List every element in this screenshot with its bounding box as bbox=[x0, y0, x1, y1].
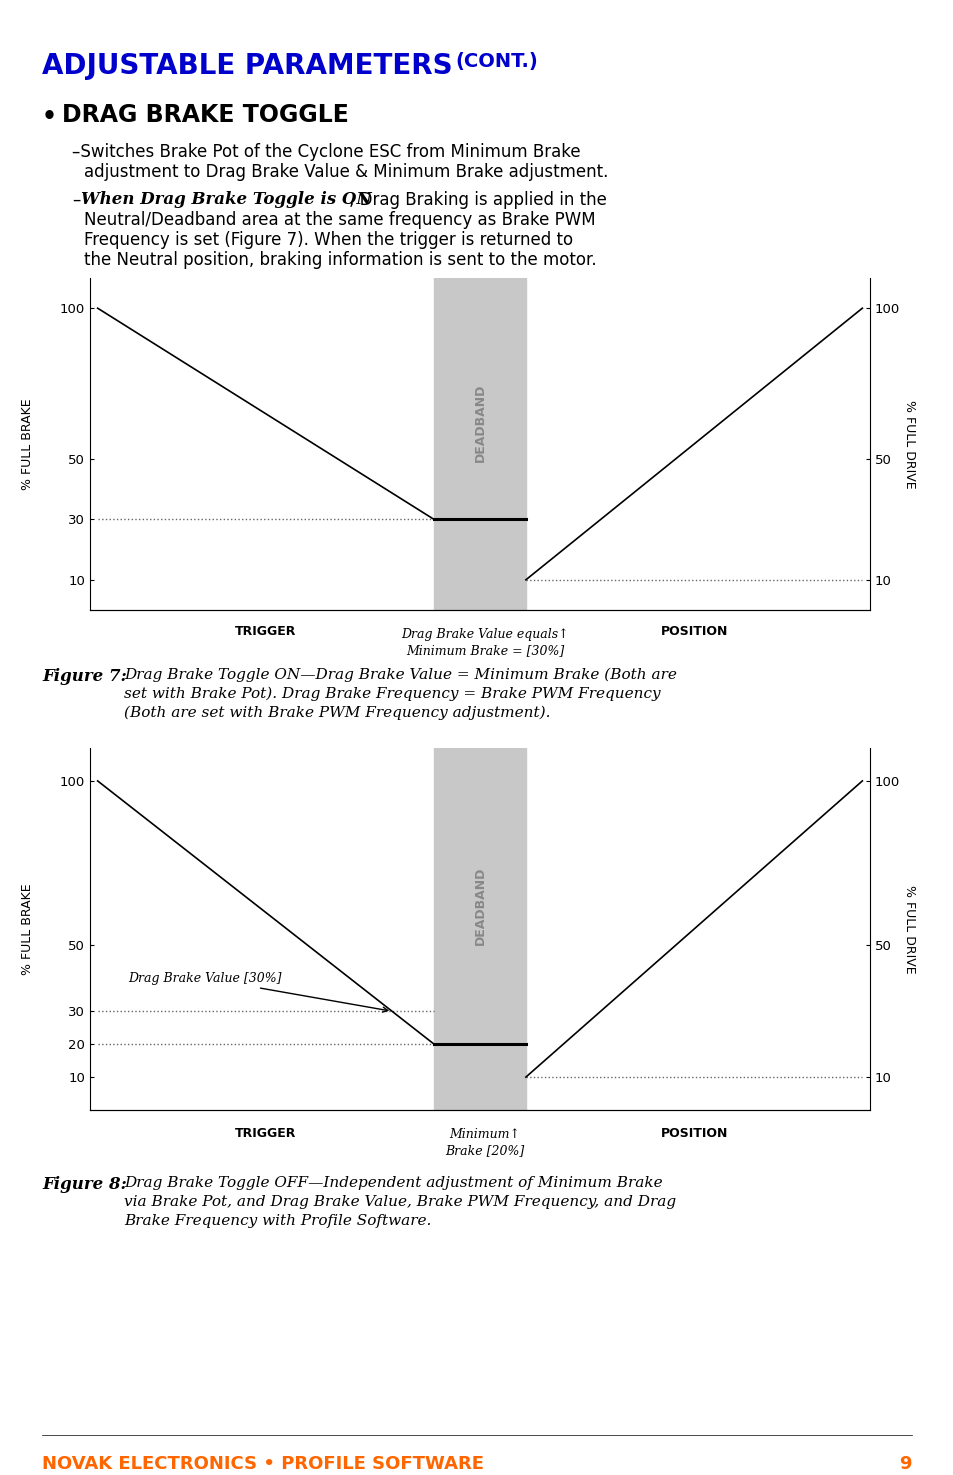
Text: adjustment to Drag Brake Value & Minimum Brake adjustment.: adjustment to Drag Brake Value & Minimum… bbox=[84, 164, 608, 181]
Text: Brake [20%]: Brake [20%] bbox=[445, 1145, 524, 1156]
Text: % FULL BRAKE: % FULL BRAKE bbox=[22, 398, 34, 490]
Text: % FULL BRAKE: % FULL BRAKE bbox=[22, 884, 34, 975]
Text: via Brake Pot, and Drag Brake Value, Brake PWM Frequency, and Drag: via Brake Pot, and Drag Brake Value, Bra… bbox=[124, 1195, 676, 1209]
Bar bbox=[434, 748, 525, 1111]
Text: DEADBAND: DEADBAND bbox=[473, 384, 486, 462]
Text: (CONT.): (CONT.) bbox=[455, 52, 537, 71]
Text: POSITION: POSITION bbox=[659, 624, 727, 637]
Text: DEADBAND: DEADBAND bbox=[473, 867, 486, 945]
Text: DRAG BRAKE TOGGLE: DRAG BRAKE TOGGLE bbox=[62, 103, 349, 127]
Text: –Switches Brake Pot of the Cyclone ESC from Minimum Brake: –Switches Brake Pot of the Cyclone ESC f… bbox=[71, 143, 580, 161]
Text: POSITION: POSITION bbox=[659, 1127, 727, 1140]
Text: Minimum Brake = [30%]: Minimum Brake = [30%] bbox=[405, 645, 563, 656]
Text: –: – bbox=[71, 190, 80, 209]
Text: TRIGGER: TRIGGER bbox=[235, 1127, 296, 1140]
Text: Drag Brake Value [30%]: Drag Brake Value [30%] bbox=[128, 972, 387, 1012]
Text: Minimum↑: Minimum↑ bbox=[449, 1128, 520, 1142]
Text: Drag Brake Toggle OFF—Independent adjustment of Minimum Brake: Drag Brake Toggle OFF—Independent adjust… bbox=[124, 1176, 662, 1190]
Text: 9: 9 bbox=[899, 1454, 911, 1474]
Text: % FULL DRIVE: % FULL DRIVE bbox=[902, 885, 916, 974]
Text: Drag Brake Toggle ON—Drag Brake Value = Minimum Brake (Both are: Drag Brake Toggle ON—Drag Brake Value = … bbox=[124, 668, 677, 683]
Text: , Drag Braking is applied in the: , Drag Braking is applied in the bbox=[349, 190, 606, 209]
Text: Frequency is set (Figure 7). When the trigger is returned to: Frequency is set (Figure 7). When the tr… bbox=[84, 232, 573, 249]
Text: TRIGGER: TRIGGER bbox=[235, 624, 296, 637]
Text: Neutral/Deadband area at the same frequency as Brake PWM: Neutral/Deadband area at the same freque… bbox=[84, 211, 595, 229]
Text: Drag Brake Value equals↑: Drag Brake Value equals↑ bbox=[401, 628, 568, 642]
Text: the Neutral position, braking information is sent to the motor.: the Neutral position, braking informatio… bbox=[84, 251, 596, 268]
Text: % FULL DRIVE: % FULL DRIVE bbox=[902, 400, 916, 488]
Text: ADJUSTABLE PARAMETERS: ADJUSTABLE PARAMETERS bbox=[42, 52, 452, 80]
Text: set with Brake Pot). Drag Brake Frequency = Brake PWM Frequency: set with Brake Pot). Drag Brake Frequenc… bbox=[124, 687, 659, 702]
Text: •: • bbox=[42, 105, 57, 128]
Text: NOVAK ELECTRONICS • PROFILE SOFTWARE: NOVAK ELECTRONICS • PROFILE SOFTWARE bbox=[42, 1454, 483, 1474]
Text: Figure 8:: Figure 8: bbox=[42, 1176, 127, 1193]
Text: When Drag Brake Toggle is ON: When Drag Brake Toggle is ON bbox=[81, 190, 372, 208]
Bar bbox=[434, 277, 525, 611]
Text: Figure 7:: Figure 7: bbox=[42, 668, 127, 684]
Text: Brake Frequency with Profile Software.: Brake Frequency with Profile Software. bbox=[124, 1214, 431, 1229]
Text: (Both are set with Brake PWM Frequency adjustment).: (Both are set with Brake PWM Frequency a… bbox=[124, 707, 550, 720]
